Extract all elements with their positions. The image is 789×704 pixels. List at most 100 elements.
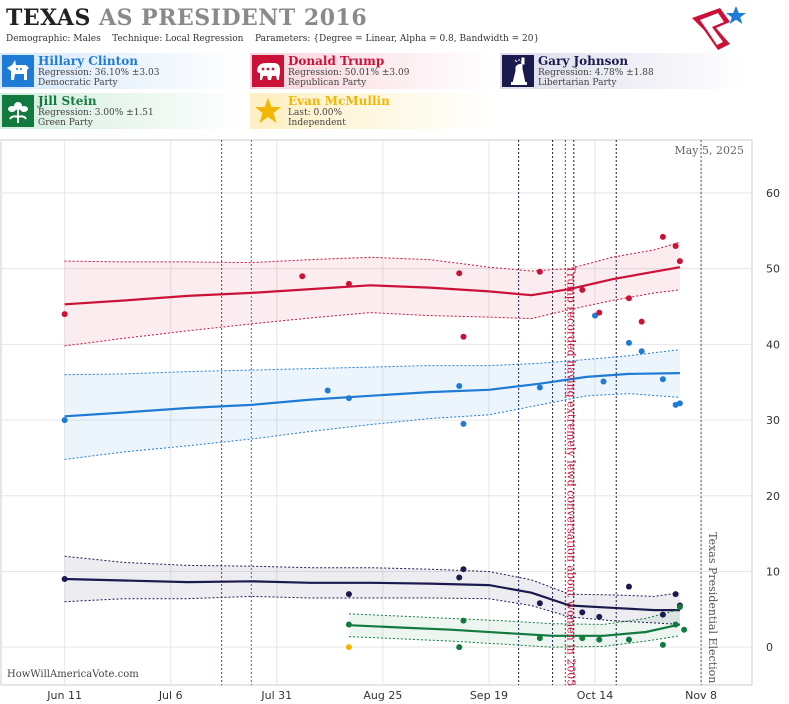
poll-point — [672, 621, 679, 628]
candidate-name: Gary Johnson — [538, 54, 629, 68]
candidate-stat: Regression: 50.01% ±3.09 — [288, 68, 410, 78]
legend-item-clinton: Hillary Clinton Regression: 36.10% ±3.03… — [0, 53, 246, 89]
demographic-value: Males — [73, 34, 101, 44]
trend-line — [64, 266, 681, 306]
poll-point — [672, 242, 679, 249]
poll-point — [61, 576, 68, 583]
candidate-party: Independent — [288, 118, 346, 128]
candidate-party: Libertarian Party — [538, 78, 617, 88]
poll-chart-svg: 0 10 20 30 40 50 60 Jun 11 Jul 6 Jul 31 Aug 25 Sep … — [0, 139, 780, 702]
poll-point — [460, 420, 467, 427]
poll-point — [600, 378, 607, 385]
x-tick-label: Aug 25 — [363, 689, 402, 702]
poll-point — [460, 566, 467, 573]
parameters-line: Demographic: Males Technique: Local Regr… — [6, 34, 539, 44]
poll-point — [681, 626, 688, 633]
poll-point — [579, 635, 586, 642]
poll-point — [536, 600, 543, 607]
poll-point — [345, 644, 352, 651]
donkey-icon — [2, 55, 34, 87]
poll-point — [596, 613, 603, 620]
y-tick-label: 50 — [766, 263, 780, 276]
poll-point — [659, 611, 666, 618]
poll-point — [625, 295, 632, 302]
title-state: TEXAS — [6, 5, 91, 31]
legend-item-johnson: Gary Johnson Regression: 4.78% ±1.88 Lib… — [500, 53, 746, 89]
candidate-name: Donald Trump — [288, 54, 385, 68]
candidate-name: Hillary Clinton — [38, 54, 138, 68]
flower-icon — [2, 95, 34, 127]
poll-point — [659, 376, 666, 383]
poll-point — [460, 617, 467, 624]
poll-point — [299, 273, 306, 280]
poll-point — [676, 400, 683, 407]
lower-bound-line — [64, 595, 680, 625]
poll-point — [536, 635, 543, 642]
legend-item-stein: Jill Stein Regression: 3.00% ±1.51 Green… — [0, 93, 246, 129]
chart-header: TEXAS AS PRESIDENT 2016 Demographic: Mal… — [0, 0, 750, 52]
poll-point — [625, 636, 632, 643]
demographic-label: Demographic: — [6, 34, 71, 44]
poll-point — [625, 339, 632, 346]
site-logo-icon — [692, 6, 746, 50]
poll-point — [638, 348, 645, 355]
poll-point — [659, 641, 666, 648]
poll-point — [672, 591, 679, 598]
parameters-value: {Degree = Linear, Alpha = 0.8, Bandwidth… — [313, 34, 540, 44]
poll-point — [345, 591, 352, 598]
x-tick-label: Nov 8 — [685, 689, 717, 702]
y-tick-label: 60 — [766, 187, 780, 200]
parameters-label: Parameters: — [254, 34, 311, 44]
poll-point — [596, 309, 603, 316]
poll-point — [456, 574, 463, 581]
candidate-party: Green Party — [38, 118, 93, 128]
y-tick-label: 20 — [766, 490, 780, 503]
poll-point — [579, 286, 586, 293]
upper-bound-line — [64, 241, 681, 272]
candidate-stat: Regression: 3.00% ±1.51 — [38, 108, 154, 118]
site-watermark: HowWillAmericaVote.com — [7, 669, 139, 680]
candidate-stat: Last: 0.00% — [288, 108, 343, 118]
candidate-name: Evan McMullin — [288, 94, 390, 108]
upper-bound-line — [64, 555, 680, 597]
poll-point — [345, 395, 352, 402]
statue-of-liberty-icon — [502, 55, 534, 87]
poll-point — [456, 383, 463, 390]
confidence-band — [64, 242, 680, 346]
x-tick-label: Oct 14 — [577, 689, 614, 702]
candidate-name: Jill Stein — [38, 94, 97, 108]
poll-point — [460, 333, 467, 340]
lower-bound-line — [64, 289, 680, 347]
poll-chart: 0 10 20 30 40 50 60 Jun 11 Jul 6 Jul 31 Aug 25 Sep … — [0, 137, 789, 704]
x-tick-label: Jul 31 — [260, 689, 292, 702]
poll-point — [625, 583, 632, 590]
title-subtitle: AS PRESIDENT 2016 — [90, 5, 368, 31]
star-icon — [252, 95, 284, 127]
legend-item-trump: Donald Trump Regression: 50.01% ±3.09 Re… — [250, 53, 496, 89]
candidate-party: Republican Party — [288, 78, 367, 88]
poll-point — [596, 636, 603, 643]
event-annotation: Texas Presidential Election — [706, 532, 719, 683]
x-tick-label: Jun 11 — [46, 689, 82, 702]
poll-point — [324, 387, 331, 394]
candidate-party: Democratic Party — [38, 78, 118, 88]
technique-label: Technique: — [112, 34, 163, 44]
poll-point — [638, 318, 645, 325]
trend-line — [64, 577, 680, 612]
trend-line — [64, 372, 680, 418]
poll-point — [61, 417, 68, 424]
poll-point — [579, 609, 586, 616]
poll-point — [592, 312, 599, 319]
poll-point — [536, 268, 543, 275]
y-tick-label: 40 — [766, 338, 780, 351]
trend-line — [348, 623, 681, 637]
confidence-band — [64, 556, 680, 625]
y-tick-label: 10 — [766, 565, 780, 578]
poll-point — [659, 233, 666, 240]
candidate-legend: Hillary Clinton Regression: 36.10% ±3.03… — [0, 53, 750, 133]
poll-point — [345, 621, 352, 628]
poll-point — [345, 280, 352, 287]
poll-point — [61, 311, 68, 318]
event-annotation: Trump recorded having extremely lewd con… — [564, 266, 577, 687]
poll-point — [456, 644, 463, 651]
